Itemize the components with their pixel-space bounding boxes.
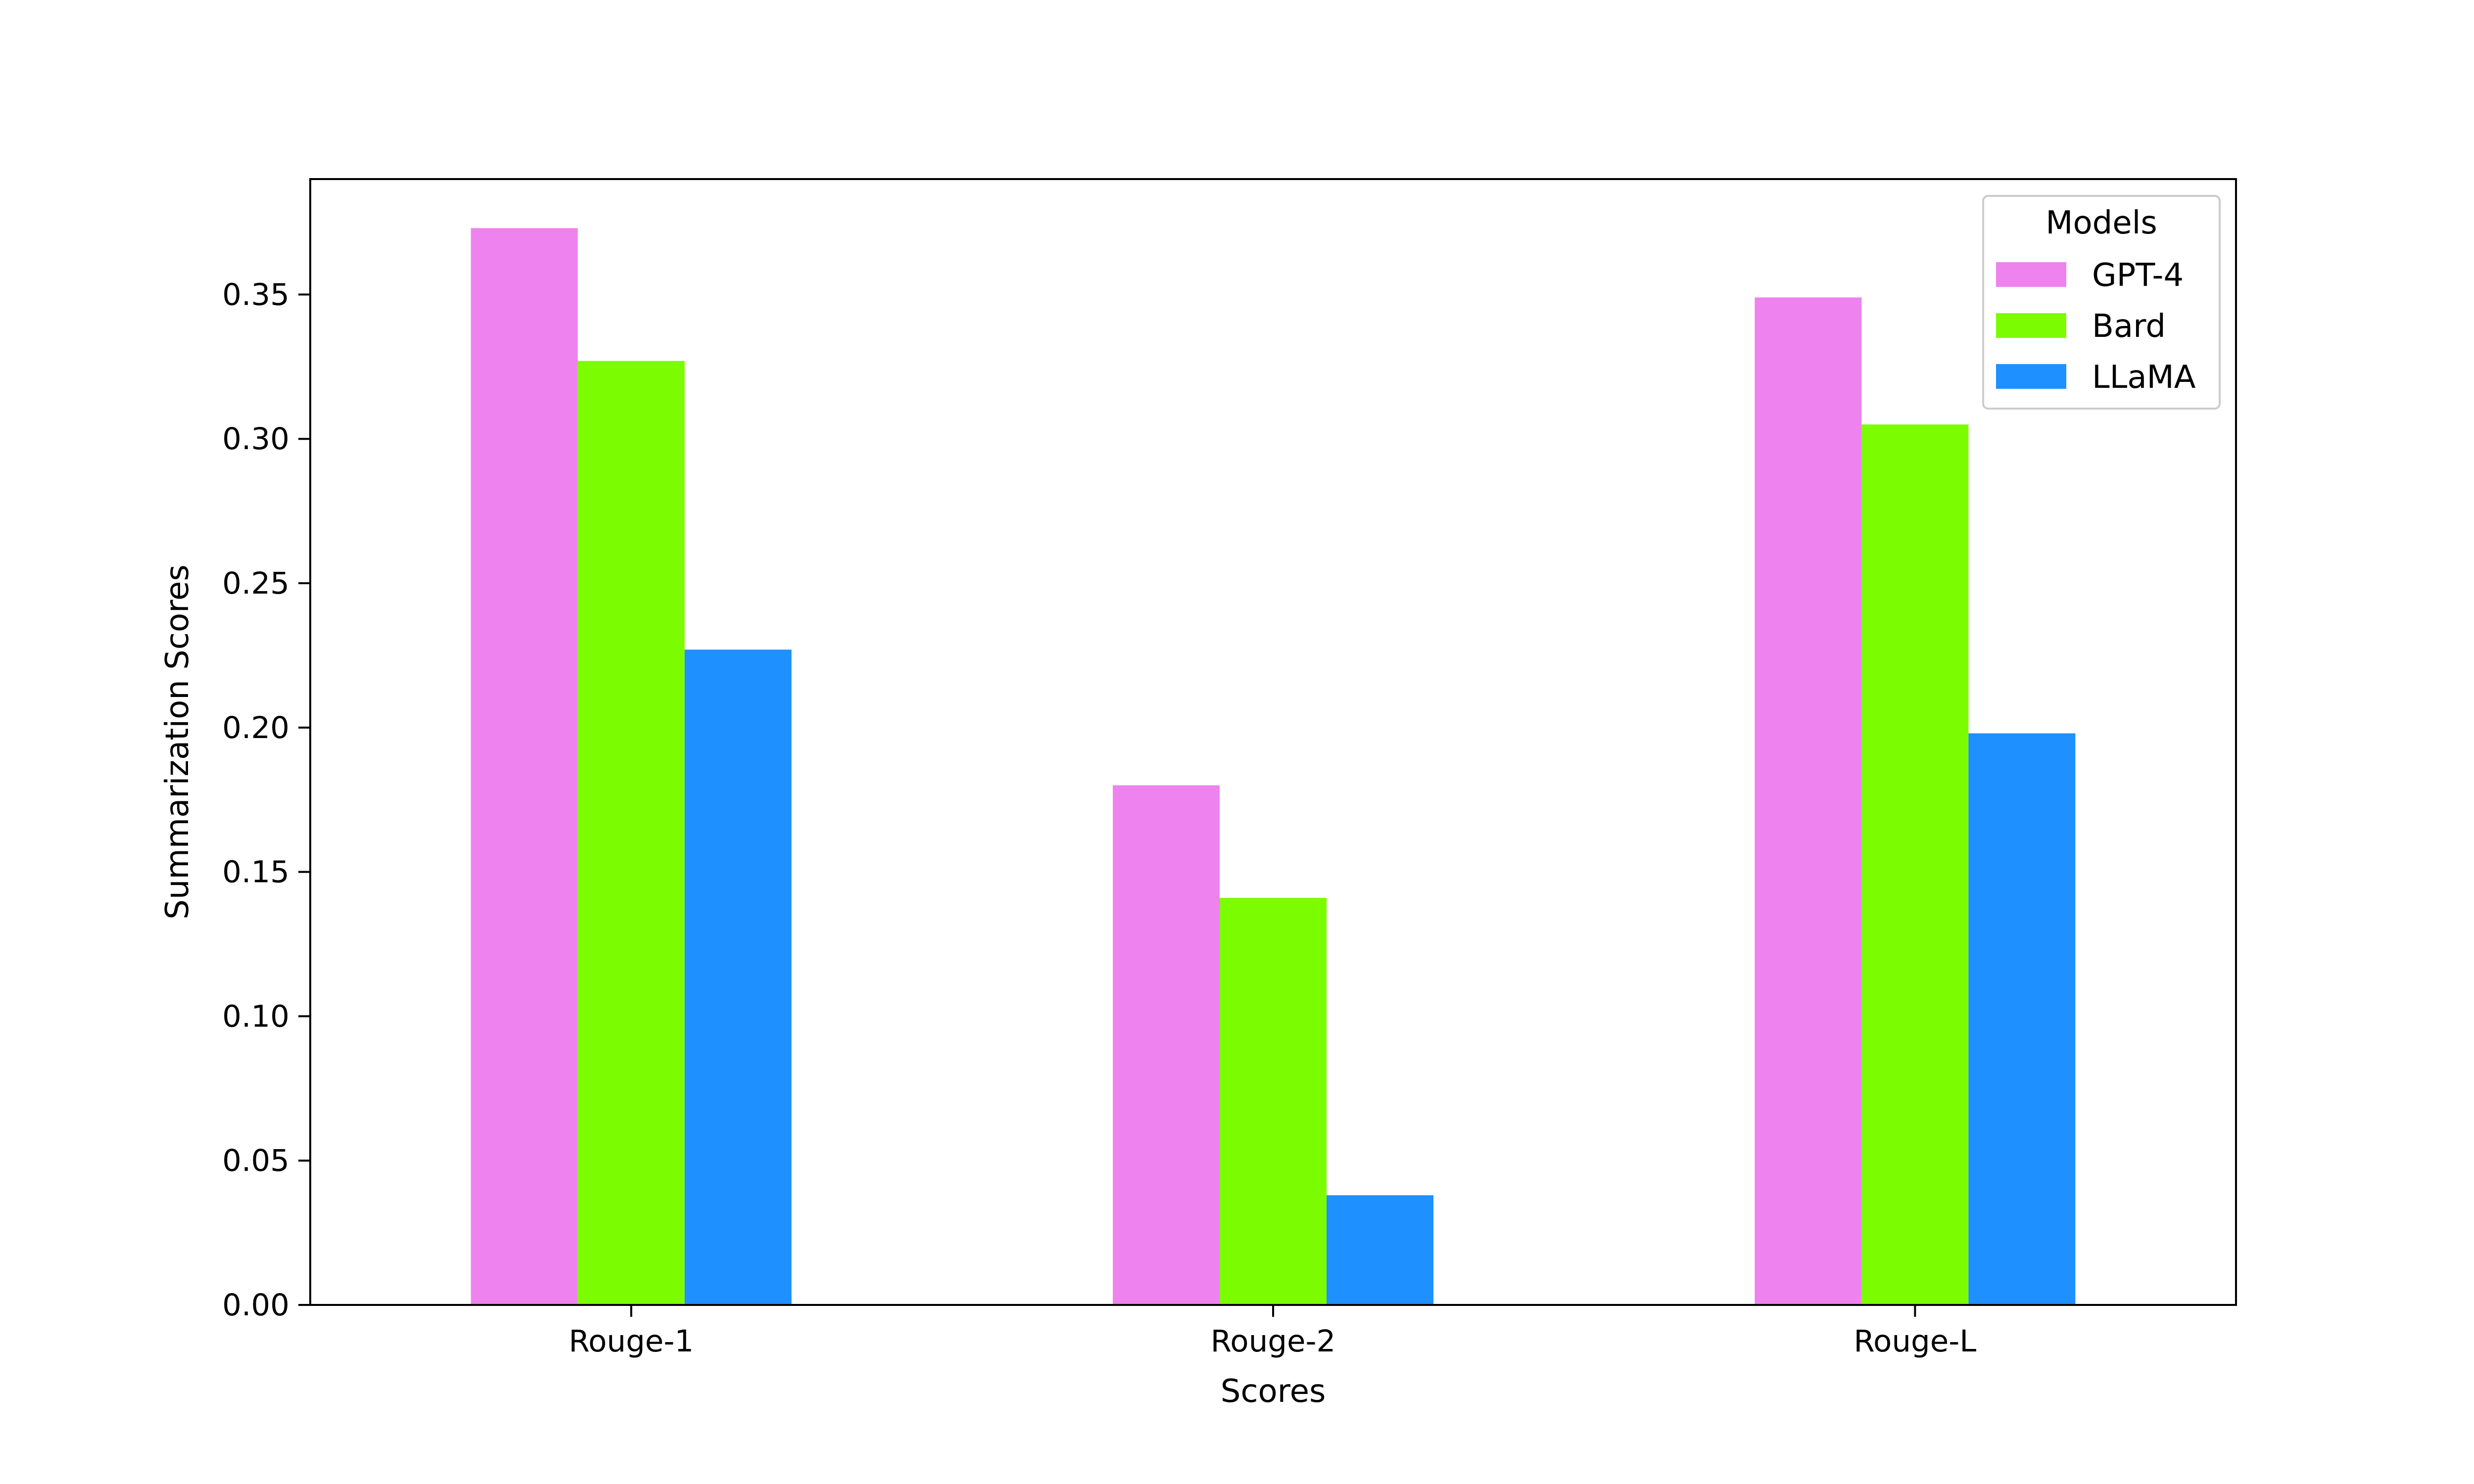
y-tick-label: 0.00 xyxy=(222,1288,289,1323)
bar-gpt-4-rouge-2 xyxy=(1113,785,1220,1305)
legend-label-llama: LLaMA xyxy=(2092,359,2196,396)
bars-group xyxy=(471,228,2076,1305)
x-tick-label: Rouge-1 xyxy=(569,1324,694,1359)
y-tick-label: 0.30 xyxy=(222,421,289,457)
y-tick-label: 0.05 xyxy=(222,1143,289,1178)
legend-label-gpt-4: GPT-4 xyxy=(2092,257,2184,294)
legend-swatch-gpt-4 xyxy=(1996,262,2066,287)
y-tick-label: 0.20 xyxy=(222,710,289,745)
bar-gpt-4-rouge-l xyxy=(1755,297,1862,1305)
y-tick-label: 0.35 xyxy=(222,277,289,312)
y-tick-label: 0.25 xyxy=(222,566,289,601)
bar-llama-rouge-1 xyxy=(684,649,792,1305)
legend-label-bard: Bard xyxy=(2092,308,2166,345)
bar-bard-rouge-l xyxy=(1861,424,1969,1305)
y-axis-label: Summarization Scores xyxy=(159,564,196,920)
legend-items: GPT-4 Bard LLaMA xyxy=(1996,257,2196,396)
bar-llama-rouge-l xyxy=(1968,733,2076,1305)
plot-area-frame xyxy=(309,178,2237,1306)
bar-bard-rouge-1 xyxy=(577,361,685,1305)
x-axis: Rouge-1 Rouge-2 Rouge-L xyxy=(569,1305,1976,1359)
y-tick-label: 0.15 xyxy=(222,855,289,890)
legend-swatch-llama xyxy=(1996,364,2066,389)
bar-gpt-4-rouge-1 xyxy=(471,228,578,1305)
x-tick-label: Rouge-L xyxy=(1854,1324,1976,1359)
bar-llama-rouge-2 xyxy=(1327,1195,1433,1305)
legend-box xyxy=(1982,195,2221,410)
legend: Models GPT-4 Bard LLaMA xyxy=(1982,195,2221,410)
legend-title: Models xyxy=(2046,205,2157,241)
bar-bard-rouge-2 xyxy=(1220,898,1327,1305)
x-tick-label: Rouge-2 xyxy=(1211,1324,1336,1359)
x-axis-label: Scores xyxy=(1221,1373,1326,1410)
legend-swatch-bard xyxy=(1996,313,2066,338)
y-tick-label: 0.10 xyxy=(222,999,289,1034)
y-axis: 0.00 0.05 0.10 0.15 0.20 0.25 0.30 0.35 xyxy=(222,277,310,1323)
